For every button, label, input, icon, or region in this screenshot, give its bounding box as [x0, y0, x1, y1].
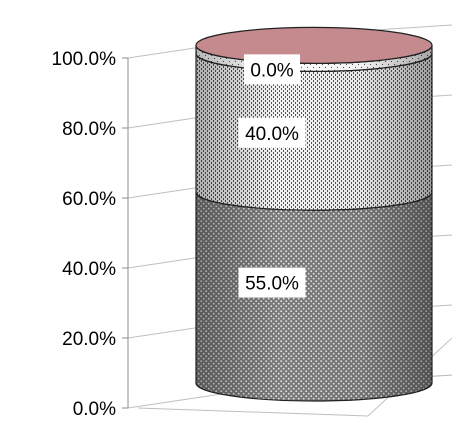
cylinder-segment-shade — [196, 192, 432, 401]
y-tick-label: 40.0% — [62, 259, 116, 280]
data-labels: 55.0% 40.0% 0.0% — [238, 54, 306, 298]
data-label-value: 40.0% — [245, 124, 299, 145]
y-tick-label: 100.0% — [52, 49, 117, 70]
data-label: 55.0% — [238, 267, 306, 298]
stacked-cylinder — [195, 26, 433, 402]
data-label-value: 0.0% — [250, 60, 293, 81]
cylinder-segment-shade — [196, 53, 432, 211]
y-tick-label: 80.0% — [62, 119, 116, 140]
data-label-box — [244, 54, 300, 85]
y-tick-label: 20.0% — [62, 329, 116, 350]
data-label-box — [238, 267, 306, 298]
y-tick-label: 60.0% — [62, 189, 116, 210]
data-label-box — [238, 117, 306, 148]
floor-front-edge — [137, 407, 369, 417]
data-label: 40.0% — [238, 117, 306, 148]
data-label: 0.0% — [244, 54, 300, 85]
y-axis — [122, 57, 129, 409]
y-tick-labels: 0.0% 20.0% 40.0% 60.0% 80.0% 100.0% — [52, 49, 117, 420]
y-tick-label: 0.0% — [73, 399, 116, 420]
cylinder-top — [195, 26, 433, 64]
data-label-value: 55.0% — [245, 274, 299, 295]
